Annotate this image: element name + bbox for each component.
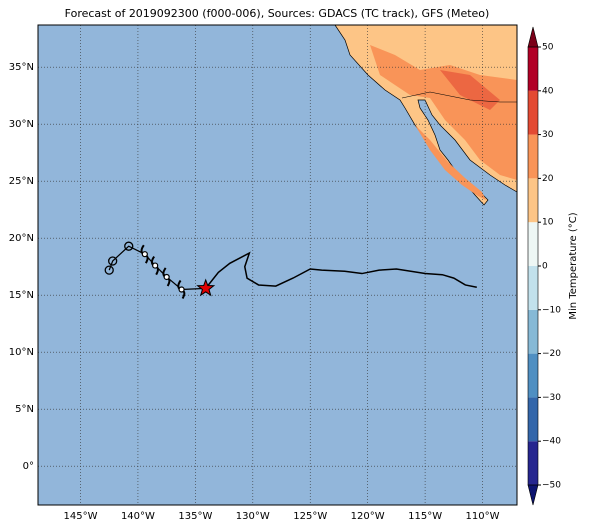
y-tick-label: 30°N: [9, 119, 34, 130]
colorbar-segment: [528, 266, 538, 310]
colorbar-segment: [528, 134, 538, 179]
x-tick-label: 115°W: [408, 511, 442, 522]
colorbar-under: [527, 484, 539, 506]
colorbar-tick-label: −20: [542, 349, 561, 359]
x-tick-label: 135°W: [178, 511, 212, 522]
land: [334, 25, 517, 206]
colorbar-tick-label: −30: [542, 393, 561, 403]
y-tick-label: 25°N: [9, 176, 34, 187]
y-tick-label: 35°N: [9, 62, 34, 73]
x-tick-label: 125°W: [293, 511, 327, 522]
colorbar-tick-label: 20: [542, 174, 554, 184]
colorbar-over: [527, 26, 539, 48]
x-tick-label: 110°W: [466, 511, 500, 522]
colorbar-tick-label: −10: [542, 305, 561, 315]
x-tick-label: 145°W: [64, 511, 98, 522]
colorbar-segment: [528, 90, 538, 135]
colorbar-tick-label: 30: [542, 130, 554, 140]
x-tick-label: 130°W: [236, 511, 270, 522]
track-line: [205, 251, 477, 289]
colorbar-segment: [528, 309, 538, 354]
past-position: [108, 256, 118, 266]
colorbar-segment: [528, 441, 538, 485]
colorbar-tick-label: 50: [542, 43, 554, 53]
y-tick-label: 20°N: [9, 233, 34, 244]
colorbar-segment: [528, 397, 538, 442]
colorbar-label: Min Temperature (°C): [568, 212, 579, 319]
title: Forecast of 2019092300 (f000-006), Sourc…: [65, 7, 490, 20]
cyclone-eye: [178, 286, 185, 293]
y-tick-label: 0°: [23, 461, 34, 472]
cyclone-eye: [152, 262, 159, 269]
warm-area: [370, 45, 517, 180]
colorbar-segment: [528, 222, 538, 266]
y-tick-label: 15°N: [9, 290, 34, 301]
past-position: [124, 241, 134, 251]
colorbar-tick-label: −50: [542, 481, 561, 491]
colorbar-tick-label: 0: [542, 262, 548, 272]
cyclone-eye: [141, 251, 148, 258]
border: [401, 91, 517, 103]
x-tick-label: 120°W: [351, 511, 385, 522]
past-position: [104, 265, 114, 275]
colorbar-segment: [528, 47, 538, 91]
warm-area-baja: [415, 125, 486, 200]
map-frame: [37, 24, 518, 506]
colorbar-segment: [528, 353, 538, 398]
cyclone-eye: [163, 273, 170, 281]
x-tick-label: 140°W: [121, 511, 155, 522]
colorbar-tick-label: 10: [542, 218, 554, 228]
colorbar-tick-label: 40: [542, 86, 554, 96]
colorbar-segment: [528, 178, 538, 223]
current-position: [196, 278, 216, 297]
colorbar-tick-label: −40: [542, 437, 561, 447]
hot-area: [440, 70, 500, 110]
y-tick-label: 10°N: [9, 347, 34, 358]
y-tick-label: 5°N: [15, 404, 34, 415]
